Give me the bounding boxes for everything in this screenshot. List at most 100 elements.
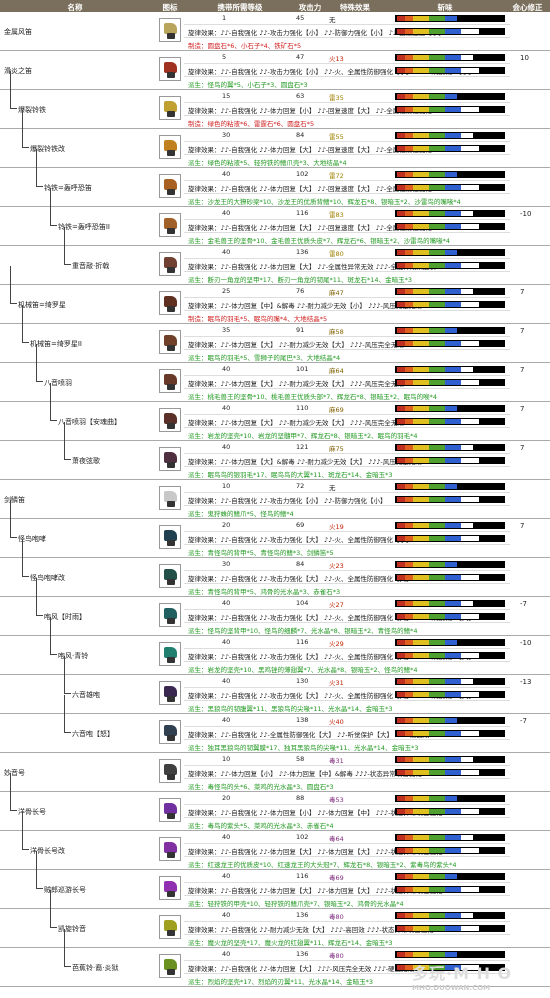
stats-line: 30 84 火23 [184,558,510,571]
table-row[interactable]: 机械笛=绮罗星 25 76 麻47 7 旋律效果：♪♪-体力回复【中】&解毒 ♪♪-耐力减… [0,266,550,324]
table-row[interactable]: 妙音号 10 58 毒31 旋律效果：♪♪-体力回复【小】 ♪♪-体力回复【中】&解毒 … [0,753,550,792]
materials: 派生：怪鸟的坚背甲*10、怪鸟的细麟*7、光水晶*8、银暗玉*2、青怪鸟的鳍*4 [188,627,418,635]
sharpness-segment [397,406,405,411]
sharpness-segment [445,146,461,151]
sharpness-segment [461,913,473,918]
sharpness-segment [445,16,457,21]
melody-line: 旋律效果：♪♪-自我强化 ♪♪-攻击力强化【小】 ♪♪-火、全属性防御强化【小】… [184,64,510,77]
table-row[interactable]: 怪鸟咆哮 20 69 火19 7 旋律效果：♪♪-自我强化 ♪♪-攻击力强化【大】 ♪♪-… [0,500,550,558]
melody-line: 旋律效果：♪♪-自我强化 ♪♪-攻击力强化【大】 ♪♪-火、全属性防御强化【大】… [184,610,510,623]
sharpness-segment [413,965,429,970]
table-row[interactable]: 咆风【时雨】 40 104 火27 -7 旋律效果：♪♪-自我强化 ♪♪-攻击力强化【大】… [0,578,550,636]
sharpness-segment [405,328,413,333]
sharpness-segment [397,263,405,268]
table-row[interactable]: 八音喷羽 40 101 麻64 7 旋律效果：♪♪-体力回复【大】 ♪♪-耐力减少无效【大… [0,344,550,402]
weapon-table: 金属风笛 1 45 无旋律效果：♪♪-自我强化 ♪♪-攻击力强化【小】 ♪♪-防御力强… [0,12,550,987]
sharpness-segment [397,887,405,892]
melody-line: 旋律效果：♪♪-自我强化 ♪♪-体力回复【大】 ♪♪-体力回复【大】 ♪♪♪-状… [184,844,510,857]
table-row[interactable]: 爆裂铃铁 15 63 雷35 旋律效果：♪♪-自我强化 ♪♪-体力回复【小】 ♪♪-回复… [0,71,550,129]
sharpness-segment [413,926,429,931]
sharpness-segment [413,562,429,567]
sharpness-segment [445,328,457,333]
sharpness-segment [405,146,413,151]
sharpness-bar [395,522,505,529]
sharpness-segment [461,497,479,502]
table-row[interactable]: 咆风·青铃 40 116 火29 -10 旋律效果：♪♪-自我强化 ♪♪-攻击力强化【大】… [0,617,550,675]
sharpness-segment [461,367,473,372]
table-row[interactable]: 洋骨长号改 40 102 毒64 旋律效果：♪♪-自我强化 ♪♪-体力回复【大】 ♪♪-… [0,812,550,870]
sharpness-segment [429,107,445,112]
materials: 派生：魔火龙的坚壳*17、魔火龙的红翅翼*11、辉龙石*14、金暗玉*3 [188,939,393,947]
table-row[interactable]: 贼郎巡游长号 40 116 毒69 旋律效果：♪♪-自我强化 ♪♪-体力回复【大】 ♪♪… [0,851,550,909]
weapon-name: 怪鸟咆哮 [18,535,46,543]
table-row[interactable]: 爆裂铃铁改 30 84 雷55 旋律效果：♪♪-自我强化 ♪♪-体力回复【大】 ♪♪-回… [0,110,550,168]
level-value: 10 [222,482,231,490]
table-row[interactable]: 萧夜弦歌 40 121 麻75 7 旋律效果：♪♪-体力回复【大】&解毒 ♪♪-耐力减少无… [0,422,550,480]
sharpness-segment [445,263,461,268]
sharpness-segment [397,952,405,957]
table-row[interactable]: 六音咆【怒】 40 138 火40 -7 旋律效果：♪♪-自我强化 ♪♪-全属性防御强化【… [0,695,550,753]
sharpness-segment [413,94,429,99]
melody-line: 旋律效果：♪♪-自我强化 ♪♪-攻击力强化【小】 ♪♪-防御力强化【小】 [184,493,510,506]
materials: 派生：桃毛兽王的坚骨*10、桃毛兽王优质头部*7、辉龙石*8、银暗玉*2、眠鸟的… [188,393,438,401]
weapon-name: 铃铁=轰呼恐笛 [44,184,92,192]
table-row[interactable]: 重音敲·折戟 40 136 雷80 旋律效果：♪♪-自我强化 ♪♪-体力回复【大】 ♪♪… [0,227,550,285]
sharpness-segment [445,926,461,931]
sharpness-segment [413,419,429,424]
table-row[interactable]: 铃铁=轰呼恐笛 40 102 雷72 旋律效果：♪♪-自我强化 ♪♪-体力回复【大】 ♪… [0,149,550,207]
table-row[interactable]: 机械笛=绮罗星II 35 91 麻58 7 旋律效果：♪♪-体力回复【大】 ♪♪-耐力减少… [0,305,550,363]
table-row[interactable]: 芭蕉铃·裔·炎狱 40 136 毒80 旋律效果：♪♪-自我强化 ♪♪-体力回复【大】 … [0,929,550,987]
level-value: 40 [222,638,231,646]
sharpness-segment [445,107,461,112]
sharpness-bar [395,249,505,256]
melody-effects: 旋律效果：♪♪-自我强化 ♪♪-攻击力强化【大】 ♪♪-火、全属性防御强化【小】 [188,536,413,544]
sharpness-segment [397,133,405,138]
stats-line: 40 116 雷83 [184,207,510,220]
table-row[interactable]: 滑炎之笛 5 47 火13 10 旋律效果：♪♪-自我强化 ♪♪-攻击力强化【小】 ♪♪-… [0,51,550,90]
special-value: 火23 [329,562,344,570]
sharpness-segment [405,458,413,463]
sharpness-bar-plus [395,613,505,620]
sharpness-segment [397,250,405,255]
weapon-icon [159,330,181,354]
level-value: 40 [222,365,231,373]
materials: 派生：岩龙的坚壳*10、黑鸡锉的薄翅翼*7、光水晶*8、银暗玉*2、怪鸟的鳍*4 [188,666,418,674]
weapon-icon [159,18,181,42]
sharpness-segment [445,29,461,34]
table-row[interactable]: 铃铁=轰呼恐笛II 40 116 雷83 -10 旋律效果：♪♪-自我强化 ♪♪-体力回复… [0,188,550,246]
affinity-value: 7 [520,327,525,335]
table-row[interactable]: 八音喷羽【安魂曲】 40 110 麻69 7 旋律效果：♪♪-体力回复【大】 ♪♪-耐力减… [0,383,550,441]
stats-line: 20 88 毒53 [184,792,510,805]
weapon-name: 六音咆【怒】 [72,730,114,738]
sharpness-segment [405,367,413,372]
weapon-name: 六音雄咆 [72,691,100,699]
table-row[interactable]: 金属风笛 1 45 无旋律效果：♪♪-自我强化 ♪♪-攻击力强化【小】 ♪♪-防御力强… [0,12,550,51]
materials-line: 制造：眠鸟的羽毛*5、眠鸟的嘴*4、大地结晶*5 [184,311,510,324]
table-row[interactable]: 六音雄咆 40 130 火31 -13 旋律效果：♪♪-自我强化 ♪♪-攻击力强化【大】 … [0,656,550,714]
materials: 派生：毒怪鸟的头*6、菜鸡的光水晶*3、圆盘石*3 [188,783,334,791]
sharpness-bar-plus [395,184,505,191]
weapon-name: 金属风笛 [4,28,32,36]
col-sharpness-header: 斩味 [437,3,453,12]
sharpness-segment [413,796,429,801]
stats-line: 40 102 雷72 [184,168,510,181]
table-row[interactable]: 洋骨长号 20 88 毒53 旋律效果：♪♪-自我强化 ♪♪-体力回复【小】 ♪♪-体力… [0,773,550,831]
sharpness-segment [397,146,405,151]
sharpness-segment [413,211,429,216]
melody-effects: 旋律效果：♪♪-自我强化 ♪♪-攻击力强化【大】 ♪♪-火、全属性防御强化【大】… [188,692,475,700]
sharpness-segment [405,536,413,541]
materials: 派生：轻狩铁的甲壳*10、轻狩铁的鳍爪壳*7、银暗玉*2、鸿骨的光水晶*4 [188,900,404,908]
stats-line: 25 76 麻47 [184,285,510,298]
attack-value: 63 [296,92,305,100]
sharpness-bar-plus [395,379,505,386]
sharpness-segment [461,263,479,268]
sharpness-segment [461,575,479,580]
table-row[interactable]: 剑鳞笛 10 72 无旋律效果：♪♪-自我强化 ♪♪-攻击力强化【小】 ♪♪-防御力强… [0,480,550,519]
table-row[interactable]: 怪鸟咆哮改 30 84 火23 旋律效果：♪♪-自我强化 ♪♪-攻击力强化【大】 ♪♪-… [0,539,550,597]
weapon-icon [159,915,181,939]
tree-connector [36,851,43,889]
level-value: 5 [222,53,227,61]
sharpness-segment [429,458,445,463]
stats-line: 35 91 麻58 [184,324,510,337]
table-row[interactable]: 凯旋铃音 40 136 毒80 旋律效果：♪♪-自我强化 ♪♪-耐力减少无效【大】 ♪♪… [0,890,550,948]
